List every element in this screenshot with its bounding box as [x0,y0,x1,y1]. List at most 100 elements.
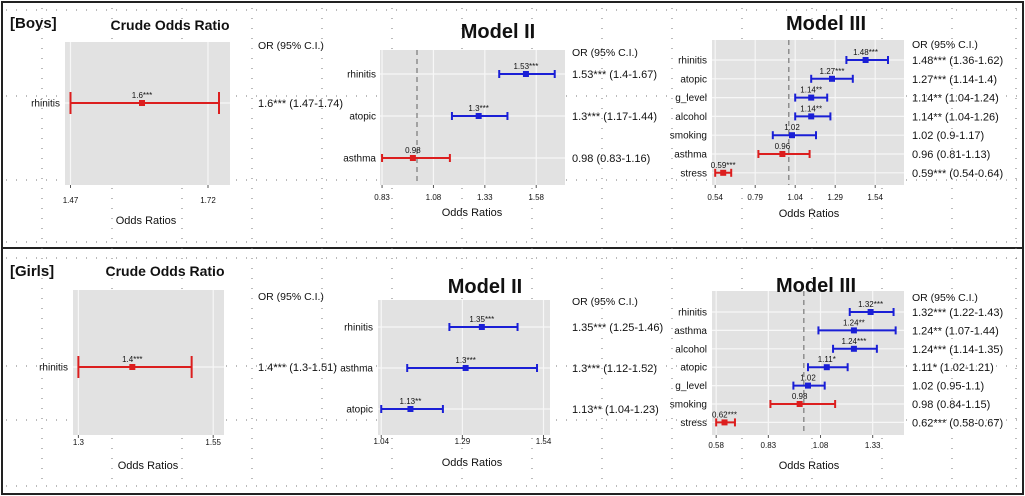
row-variable-label: stress [680,418,707,429]
odds-ratio-point [720,169,727,176]
or-column-header: OR (95% C.I.) [572,47,638,59]
plot-area-background [65,42,230,185]
or-ci-value-text: 1.53*** (1.4-1.67) [572,69,657,81]
row-variable-label: alcohol [675,112,707,123]
section-label-boys: [Boys] [10,15,57,32]
or-ci-value-text: 1.3*** (1.12-1.52) [572,363,657,375]
odds-ratio-point [867,309,874,315]
odds-ratio-point [779,151,786,157]
row-variable-label: rhinitis [678,56,707,67]
odds-ratio-data-label: 1.35*** [469,315,494,324]
odds-ratio-point [805,382,811,389]
odds-ratio-data-label: 0.98 [405,146,421,155]
odds-ratio-data-label: 0.96 [775,142,791,151]
odds-ratio-data-label: 1.6*** [132,91,152,100]
or-ci-value-text: 0.98 (0.84-1.15) [912,399,990,411]
odds-ratio-data-label: 1.11* [818,355,836,364]
panel-title: Model III [776,275,856,297]
odds-ratio-data-label: 1.14** [800,104,822,113]
odds-ratio-data-label: 0.98 [792,392,808,401]
row-variable-label: atopic [680,74,707,85]
odds-ratio-point [850,345,857,352]
odds-ratio-data-label: 1.02 [784,123,800,132]
odds-ratio-data-label: 0.62*** [712,410,737,419]
row-variable-label: atopic [346,405,373,416]
odds-ratio-point [796,401,803,407]
panel-title: Model II [448,276,522,298]
forest-panel-1: Crude Odds Ratio OR (95% C.I.) 1.47 1.72 Odd… [31,17,343,227]
odds-ratio-point [808,113,815,120]
panel-title: Model II [461,21,535,43]
or-ci-value-text: 1.6*** (1.47-1.74) [258,98,343,110]
odds-ratio-point [829,75,835,82]
or-column-header: OR (95% C.I.) [258,40,324,52]
odds-ratio-point [862,57,869,63]
panel-title: Model III [786,13,866,35]
or-ci-value-text: 1.11* (1.02-1.21) [912,362,994,374]
row-variable-label: g_level [675,93,707,104]
x-tick-label: 1.29 [455,437,471,446]
x-tick-label: 1.33 [477,193,493,202]
row-variable-label: asthma [343,154,376,165]
row-variable-label: atopic [680,363,707,374]
forest-panel-4: Crude Odds Ratio OR (95% C.I.) 1.3 1.55 Odds… [39,263,337,472]
section-label-girls: [Girls] [10,263,54,280]
x-tick-label: 0.79 [747,193,763,202]
x-tick-label: 0.54 [707,193,723,202]
odds-ratio-point [721,419,728,426]
row-variable-label: rhinitis [39,363,68,374]
x-axis-title: Odds Ratios [116,215,177,227]
row-variable-label: asthma [674,326,707,337]
or-ci-value-text: 0.59*** (0.54-0.64) [912,168,1003,180]
x-tick-label: 1.33 [865,441,881,450]
or-ci-value-text: 1.02 (0.9-1.17) [912,130,984,142]
odds-ratio-data-label: 1.48*** [853,48,878,57]
or-column-header: OR (95% C.I.) [572,296,638,308]
or-ci-value-text: 1.27*** (1.14-1.4) [912,74,997,86]
x-axis-title: Odds Ratios [118,460,179,472]
plot-area-background [380,50,565,185]
x-tick-label: 1.08 [426,193,442,202]
odds-ratio-point [409,155,416,161]
x-tick-label: 1.47 [63,196,79,205]
x-tick-label: 1.54 [536,437,552,446]
or-ci-value-text: 1.4*** (1.3-1.51) [258,362,337,374]
or-ci-value-text: 0.96 (0.81-1.13) [912,149,990,161]
row-variable-label: asthma [340,364,373,375]
x-axis-title: Odds Ratios [779,460,840,472]
forest-panel-5: Model II OR (95% C.I.) 1.04 1.29 1.54 Odds Ra… [340,276,663,469]
row-variable-label: atopic [349,112,376,123]
forest-panels: Crude Odds Ratio OR (95% C.I.) 1.47 1.72 Odd… [31,13,1003,472]
row-variable-label: rhinitis [31,99,60,110]
plot-area-background [712,40,904,185]
odds-ratio-data-label: 1.4*** [122,355,142,364]
row-variable-label: rhinitis [344,323,373,334]
odds-ratio-point [522,71,529,77]
panel-title: Crude Odds Ratio [110,17,229,33]
odds-ratio-data-label: 1.3*** [455,356,475,365]
x-tick-label: 1.08 [813,441,829,450]
or-ci-value-text: 1.24*** (1.14-1.35) [912,344,1003,356]
panel-title: Crude Odds Ratio [105,263,224,279]
or-ci-value-text: 0.98 (0.83-1.16) [572,153,650,165]
or-column-header: OR (95% C.I.) [258,291,324,303]
x-axis-title: Odds Ratios [442,457,503,469]
or-ci-value-text: 1.14** (1.04-1.26) [912,111,999,123]
odds-ratio-data-label: 1.24*** [841,337,866,346]
x-tick-label: 0.58 [708,441,724,450]
forest-panel-2: Model II OR (95% C.I.) 0.83 1.08 1.33 1.58 Odd… [343,21,657,219]
x-axis-title: Odds Ratios [442,207,503,219]
odds-ratio-point [808,94,815,101]
odds-ratio-point [139,100,145,106]
or-ci-value-text: 0.62*** (0.58-0.67) [912,417,1003,429]
x-tick-label: 0.83 [374,193,390,202]
or-column-header: OR (95% C.I.) [912,39,978,51]
odds-ratio-point [789,132,795,139]
odds-ratio-point [407,406,414,412]
x-tick-label: 1.29 [827,193,843,202]
or-ci-value-text: 1.13** (1.04-1.23) [572,404,659,416]
x-axis-title: Odds Ratios [779,208,840,220]
x-tick-label: 1.72 [200,196,216,205]
